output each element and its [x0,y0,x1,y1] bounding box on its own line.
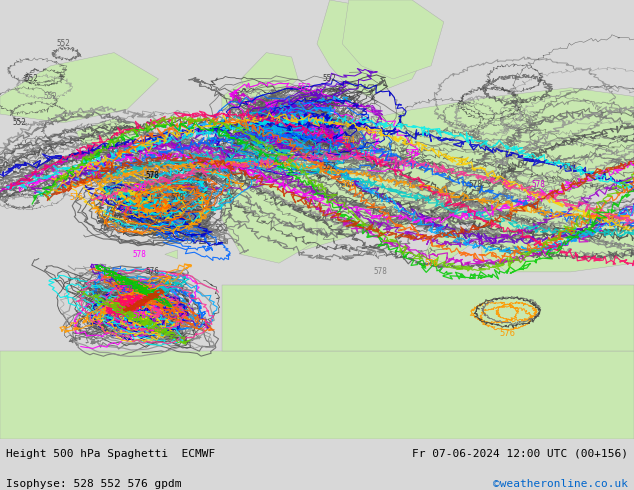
Text: 578: 578 [133,250,146,259]
Polygon shape [222,184,317,263]
Text: 576: 576 [424,259,438,268]
Text: 552: 552 [44,92,58,101]
Text: 576: 576 [437,193,451,202]
Text: 578: 578 [120,285,134,294]
Text: 574: 574 [342,136,356,145]
Text: 578: 578 [107,329,121,338]
Polygon shape [222,285,634,351]
Text: 576: 576 [500,193,514,202]
Polygon shape [222,83,254,110]
Text: 576: 576 [361,149,375,158]
Text: 576: 576 [88,171,102,180]
Text: 552: 552 [247,162,261,171]
Polygon shape [482,197,634,272]
Text: 552: 552 [266,136,280,145]
Polygon shape [222,114,412,250]
Text: 578: 578 [532,180,546,189]
Text: Fr 07-06-2024 12:00 UTC (00+156): Fr 07-06-2024 12:00 UTC (00+156) [411,449,628,459]
Text: 576: 576 [145,268,159,276]
Polygon shape [412,167,495,228]
Polygon shape [349,88,634,228]
Text: 552: 552 [297,83,311,92]
Polygon shape [127,276,158,294]
Polygon shape [425,228,469,263]
Text: 576: 576 [564,162,578,171]
Polygon shape [349,167,412,245]
Text: 576: 576 [342,180,356,189]
Text: 578: 578 [152,215,165,224]
Text: 578: 578 [171,193,184,202]
Text: 576: 576 [120,206,134,215]
Polygon shape [165,250,178,259]
Text: 576: 576 [133,311,146,320]
Text: 578: 578 [145,171,159,180]
Text: 578: 578 [469,180,482,189]
Text: 576: 576 [107,223,121,233]
Text: 552: 552 [25,74,39,83]
Text: 552: 552 [12,118,26,127]
Text: 552: 552 [183,237,197,245]
Text: 576: 576 [158,153,172,162]
Text: 578: 578 [405,180,419,189]
Polygon shape [241,52,298,97]
Polygon shape [247,92,285,119]
Text: 576: 576 [499,329,515,338]
Text: 552: 552 [215,223,229,233]
Text: 576: 576 [373,193,387,202]
Text: Isophyse: 528 552 576 gpdm: Isophyse: 528 552 576 gpdm [6,479,182,489]
Text: 574: 574 [386,162,400,171]
Text: 552: 552 [323,162,337,171]
Polygon shape [76,119,152,145]
Text: 578: 578 [405,149,419,158]
Polygon shape [0,52,158,123]
Text: 578: 578 [373,268,387,276]
Text: 552: 552 [297,149,311,158]
Text: 552: 552 [323,74,337,83]
Polygon shape [342,0,444,79]
Text: 576: 576 [69,193,83,202]
Text: ©weatheronline.co.uk: ©weatheronline.co.uk [493,479,628,489]
Text: Height 500 hPa Spaghetti  ECMWF: Height 500 hPa Spaghetti ECMWF [6,449,216,459]
Text: 552: 552 [278,105,292,114]
Polygon shape [0,351,634,439]
Text: 552: 552 [56,39,70,49]
Text: 576: 576 [133,184,146,193]
Text: 552: 552 [310,127,324,136]
Polygon shape [317,0,431,97]
